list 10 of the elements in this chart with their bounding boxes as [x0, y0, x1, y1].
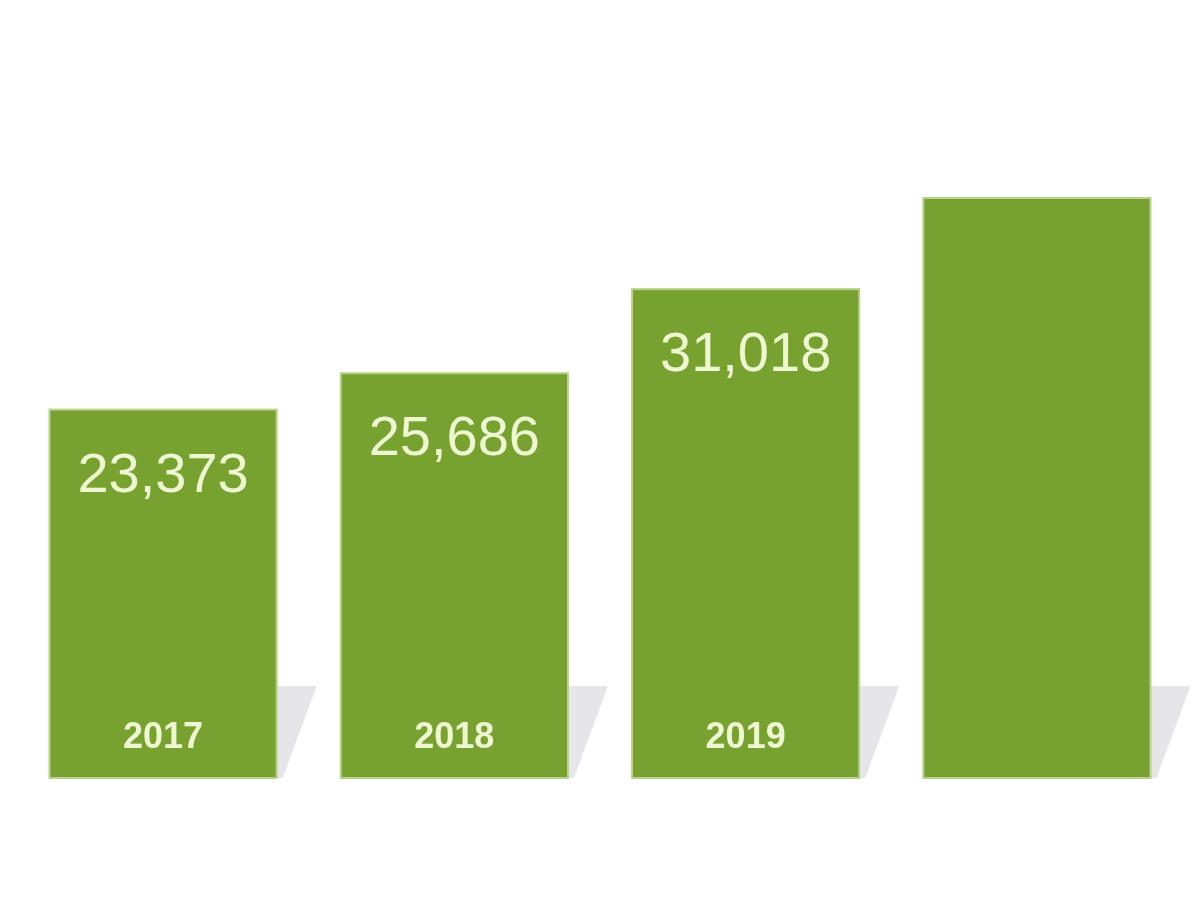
x-tick-label: 2017 [123, 715, 204, 756]
data-label: 25,686 [368, 404, 540, 468]
bar [922, 197, 1152, 779]
bar [631, 288, 861, 779]
bar [339, 372, 569, 779]
data-label: 23,373 [77, 440, 249, 504]
data-label: 31,018 [660, 320, 832, 384]
x-tick-label: 2019 [705, 715, 786, 756]
bar [48, 408, 278, 779]
x-tick-label: 2018 [414, 715, 495, 756]
